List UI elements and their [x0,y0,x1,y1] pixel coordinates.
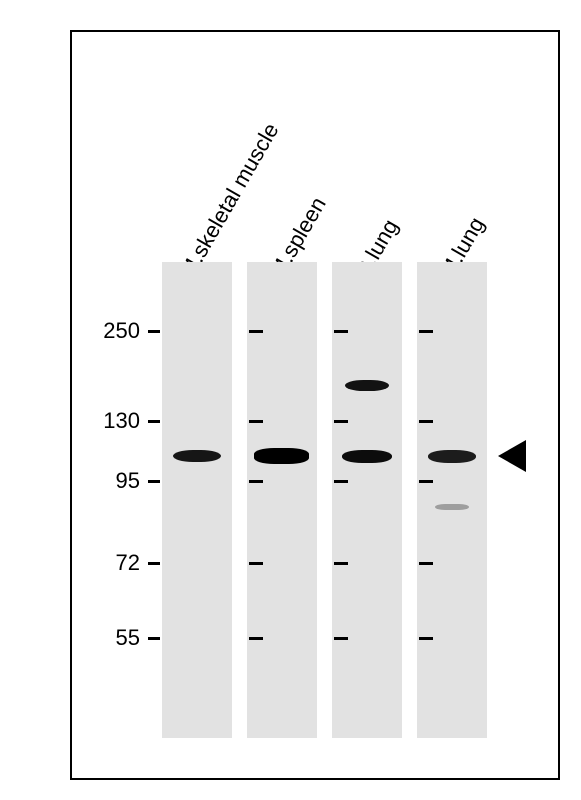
mw-dash [148,420,160,423]
ladder-tick [334,480,348,483]
mw-label-95: 95 [90,468,140,494]
ladder-tick [334,637,348,640]
ladder-tick [334,562,348,565]
western-blot-container: M.skeletal muscle M.spleen R.lung M.lung… [70,30,560,780]
ladder-tick [249,480,263,483]
ladder-tick [419,330,433,333]
ladder-tick [419,637,433,640]
mw-dash [148,480,160,483]
mw-label-55: 55 [90,625,140,651]
mw-label-130: 130 [90,408,140,434]
mw-label-72: 72 [90,550,140,576]
ladder-tick [334,330,348,333]
lane-label-skeletal-muscle: M.skeletal muscle [174,119,284,283]
band-lane2-main [254,448,309,464]
band-lane1-main [173,450,221,462]
mw-dash [148,330,160,333]
ladder-tick [334,420,348,423]
ladder-tick [419,480,433,483]
lane-4 [417,262,487,738]
mw-label-250: 250 [90,318,140,344]
ladder-tick [249,420,263,423]
lane-1 [162,262,232,738]
mw-dash [148,637,160,640]
band-lane4-lower [435,504,469,510]
mw-dash [148,562,160,565]
ladder-tick [419,562,433,565]
band-lane3-main [342,450,392,463]
ladder-tick [249,562,263,565]
ladder-tick [249,637,263,640]
arrow-indicator-icon [498,440,526,472]
band-lane4-main [428,450,476,463]
ladder-tick [419,420,433,423]
ladder-tick [249,330,263,333]
lane-2 [247,262,317,738]
lane-3 [332,262,402,738]
band-lane3-upper [345,380,389,391]
